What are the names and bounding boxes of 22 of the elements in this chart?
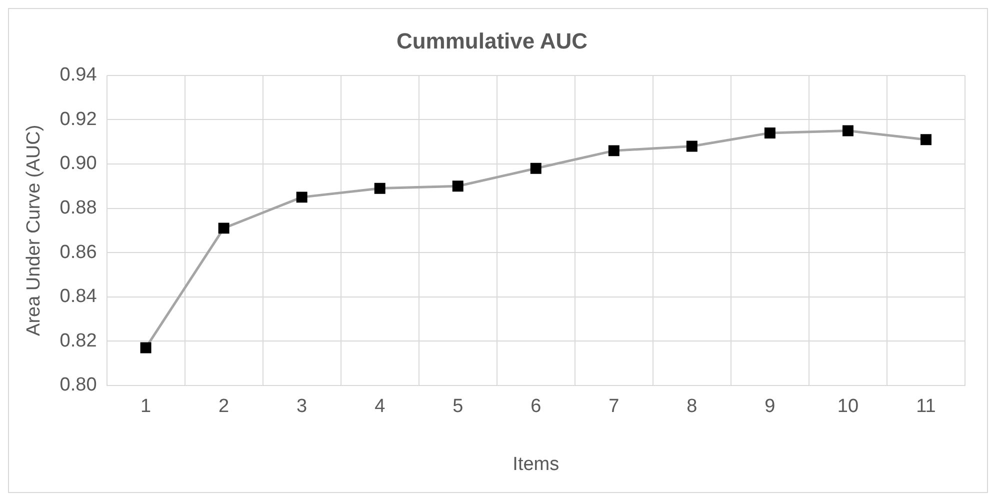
chart-title: Cummulative AUC bbox=[396, 28, 588, 54]
y-tick-label: 0.82 bbox=[60, 330, 97, 352]
y-tick-label: 0.94 bbox=[60, 64, 98, 86]
y-tick-label: 0.86 bbox=[60, 242, 97, 263]
y-axis-title: Area Under Curve (AUC) bbox=[24, 124, 45, 336]
x-tick-label: 5 bbox=[452, 396, 464, 418]
x-tick-label: 3 bbox=[296, 396, 308, 418]
x-tick-label: 6 bbox=[530, 396, 542, 418]
y-tick-label: 0.90 bbox=[60, 153, 97, 174]
x-tick-label: 4 bbox=[374, 396, 386, 418]
x-tick-label: 10 bbox=[837, 396, 859, 418]
y-tick-label: 0.80 bbox=[60, 374, 97, 396]
x-tick-label: 11 bbox=[916, 396, 936, 418]
y-tick-label: 0.84 bbox=[60, 286, 98, 308]
x-tick-label: 9 bbox=[764, 396, 776, 418]
x-tick-label: 1 bbox=[140, 396, 152, 418]
x-tick-label: 8 bbox=[686, 396, 698, 418]
x-tick-label: 7 bbox=[608, 396, 620, 418]
x-axis-title: Items bbox=[512, 454, 560, 475]
x-tick-label: 2 bbox=[218, 396, 230, 418]
y-tick-label: 0.88 bbox=[60, 197, 97, 218]
y-tick-label: 0.92 bbox=[60, 108, 97, 130]
